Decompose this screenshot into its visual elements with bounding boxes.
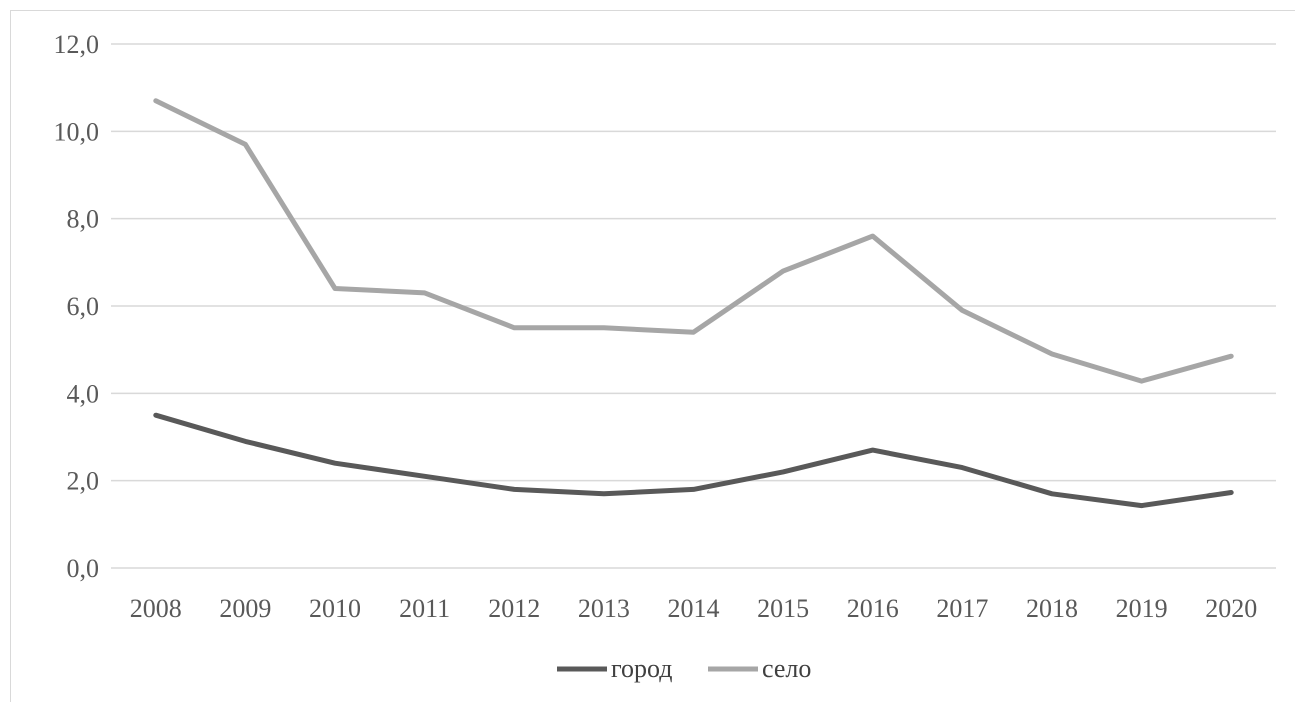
- series-line-1: [153, 98, 1234, 384]
- legend-label-1: село: [762, 654, 811, 683]
- x-tick-label: 2016: [847, 594, 899, 623]
- x-tick-label: 2008: [130, 594, 182, 623]
- series-lines: [153, 98, 1234, 509]
- y-axis-ticks: 0,0 2,0 4,0 6,0 8,0 10,0 12,0: [54, 30, 100, 583]
- y-tick-label: 2,0: [67, 467, 100, 496]
- legend: город село: [557, 654, 811, 683]
- y-tick-label: 0,0: [67, 554, 100, 583]
- x-tick-label: 2015: [757, 594, 809, 623]
- y-tick-label: 4,0: [67, 379, 100, 408]
- y-tick-label: 12,0: [54, 30, 100, 59]
- y-tick-label: 8,0: [67, 205, 100, 234]
- chart-area: 0,0 2,0 4,0 6,0 8,0 10,0 12,0 2008 2009 2010 2011…: [10, 10, 1295, 702]
- x-tick-label: 2014: [668, 594, 720, 623]
- x-tick-label: 2013: [578, 594, 630, 623]
- x-tick-label: 2009: [219, 594, 271, 623]
- gridlines: [111, 43, 1276, 569]
- x-tick-label: 2012: [488, 594, 540, 623]
- x-tick-label: 2019: [1116, 594, 1168, 623]
- line-chart: 0,0 2,0 4,0 6,0 8,0 10,0 12,0 2008 2009 2010 2011…: [54, 30, 1276, 683]
- x-tick-label: 2018: [1026, 594, 1078, 623]
- x-axis-ticks: 2008 2009 2010 2011 2012 2013 2014 2015 2016 2017…: [130, 594, 1257, 623]
- series-line-0: [153, 412, 1234, 509]
- legend-label-0: город: [611, 654, 673, 683]
- x-tick-label: 2017: [936, 594, 988, 623]
- x-tick-label: 2010: [309, 594, 361, 623]
- x-tick-label: 2020: [1205, 594, 1257, 623]
- y-tick-label: 6,0: [67, 292, 100, 321]
- x-tick-label: 2011: [399, 594, 450, 623]
- y-tick-label: 10,0: [54, 117, 100, 146]
